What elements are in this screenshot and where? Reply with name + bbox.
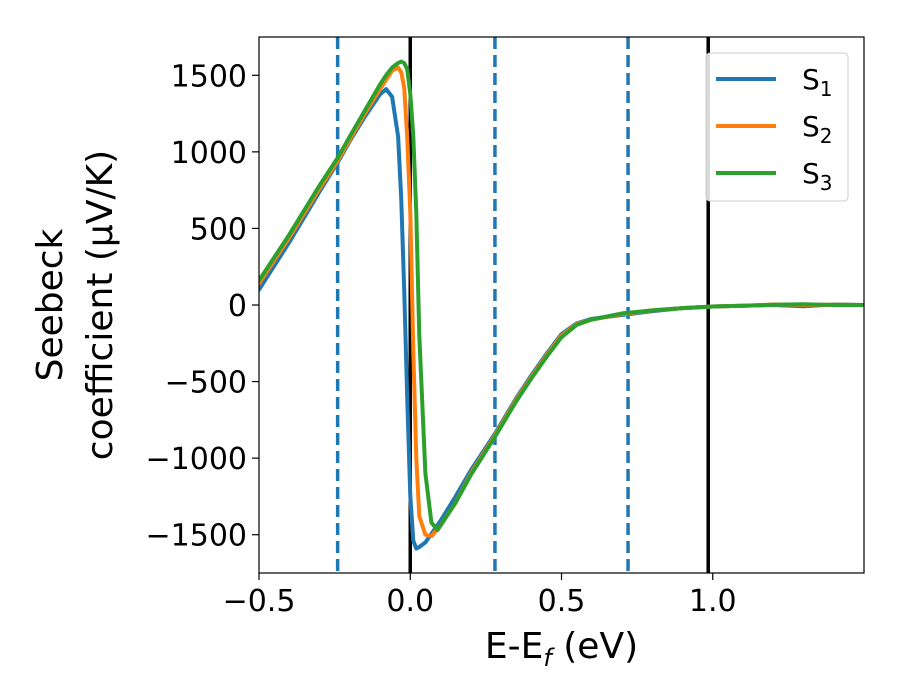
- legend-label-S2: S2: [802, 110, 833, 148]
- y-tick-label-3: 0: [228, 289, 247, 324]
- legend: S1 S2 S3: [705, 52, 849, 202]
- x-tick-label-1: 0.0: [386, 584, 434, 619]
- series-line-S3: [259, 59, 864, 533]
- x-tick-label-0: −0.5: [223, 584, 296, 619]
- x-tick-label-2: 0.5: [538, 584, 586, 619]
- x-axis-label-main: E-E: [485, 626, 543, 667]
- y-tick-label-6: −1500: [146, 519, 247, 554]
- x-tick-label-3: 1.0: [689, 584, 737, 619]
- x-axis-ticks: −0.5 0.0 0.5 1.0: [223, 573, 737, 619]
- y-tick-label-1: 1000: [171, 136, 247, 171]
- legend-box: [705, 52, 849, 202]
- x-axis-label: E-Ef (eV): [485, 626, 638, 672]
- y-tick-label-2: 500: [190, 212, 247, 247]
- y-tick-label-4: −500: [165, 366, 247, 401]
- series-group: [259, 59, 864, 551]
- y-axis-label-line1: Seebeck: [30, 228, 71, 381]
- y-tick-label-0: 1500: [171, 59, 247, 94]
- y-axis-label-line2: coefficient (μV/K): [80, 150, 121, 460]
- y-axis-ticks: 1500 1000 500 0 −500 −1000 −1500: [146, 59, 259, 554]
- legend-label-S1: S1: [802, 63, 833, 101]
- x-axis-label-tail: (eV): [552, 626, 638, 667]
- y-tick-label-5: −1000: [146, 442, 247, 477]
- legend-label-S3: S3: [802, 157, 833, 195]
